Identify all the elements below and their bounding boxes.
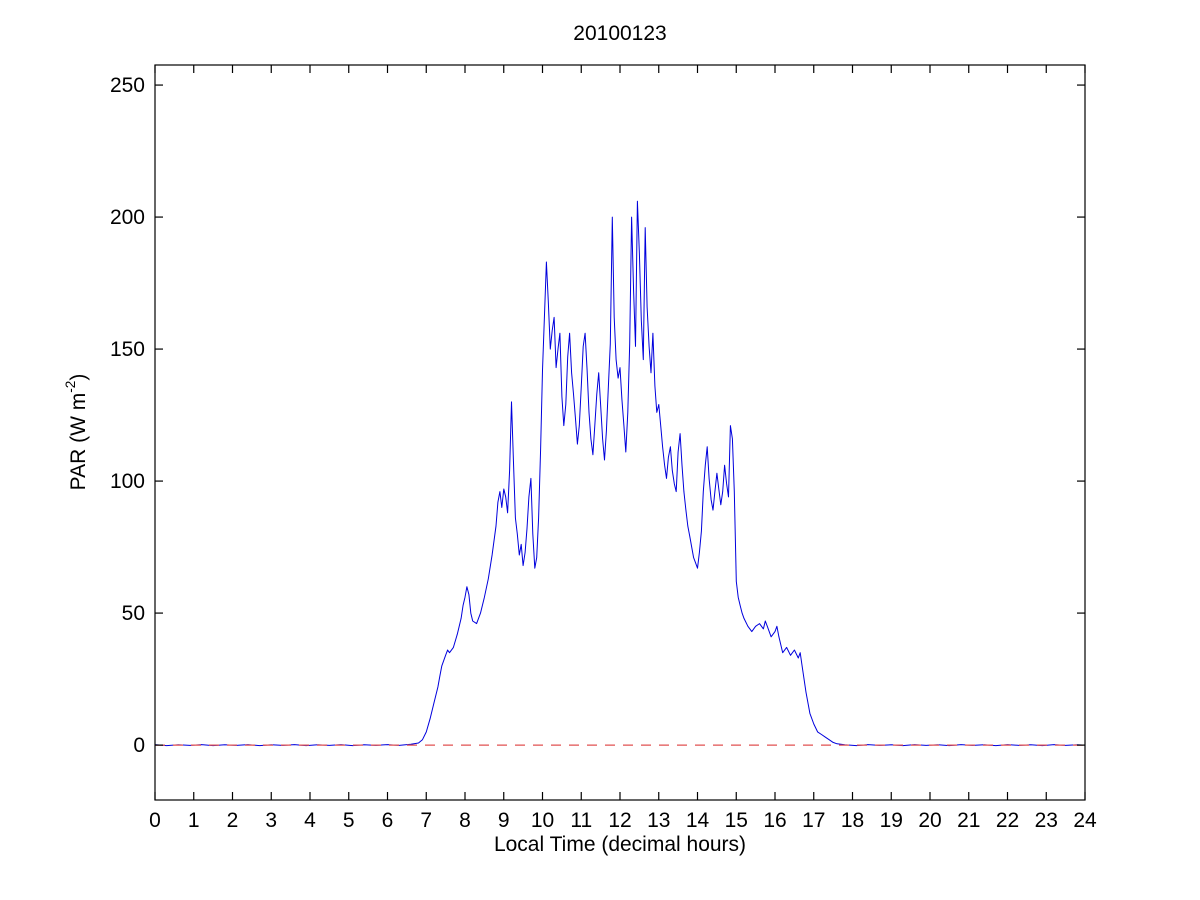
y-axis-label-text: PAR (W m bbox=[67, 392, 90, 491]
y-tick-label: 0 bbox=[133, 734, 145, 757]
x-tick-label: 23 bbox=[1035, 809, 1058, 832]
y-axis-label: PAR (W m-2) bbox=[62, 374, 91, 491]
y-tick-label: 150 bbox=[110, 338, 145, 361]
x-tick-label: 6 bbox=[382, 809, 394, 832]
x-tick-label: 15 bbox=[725, 809, 748, 832]
x-tick-label: 12 bbox=[608, 809, 631, 832]
x-tick-label: 22 bbox=[996, 809, 1019, 832]
x-tick-label: 19 bbox=[880, 809, 903, 832]
x-tick-label: 13 bbox=[647, 809, 670, 832]
x-tick-label: 21 bbox=[957, 809, 980, 832]
axes-box bbox=[154, 64, 1086, 801]
y-tick-label: 200 bbox=[110, 206, 145, 229]
x-tick-label: 8 bbox=[459, 809, 471, 832]
y-tick-label: 250 bbox=[110, 74, 145, 97]
x-tick-label: 11 bbox=[570, 809, 592, 832]
y-tick-label: 50 bbox=[122, 602, 145, 625]
par-line bbox=[154, 200, 1086, 747]
x-tick-label: 3 bbox=[265, 809, 277, 832]
x-tick-label: 1 bbox=[188, 809, 200, 832]
y-axis-label-superscript: -2 bbox=[62, 380, 78, 393]
x-tick-label: 4 bbox=[304, 809, 316, 832]
x-tick-label: 2 bbox=[227, 809, 239, 832]
chart-title: 20100123 bbox=[573, 22, 667, 45]
x-axis-label: Local Time (decimal hours) bbox=[493, 833, 747, 856]
x-tick-label: 24 bbox=[1073, 809, 1097, 832]
x-tick-label: 20 bbox=[918, 809, 941, 832]
x-tick-label: 16 bbox=[763, 809, 786, 832]
x-tick-label: 14 bbox=[686, 809, 710, 832]
x-tick-label: 7 bbox=[420, 809, 432, 832]
x-tick-label: 0 bbox=[149, 809, 161, 832]
x-tick-label: 17 bbox=[802, 809, 825, 832]
x-tick-label: 10 bbox=[531, 809, 554, 832]
x-tick-label: 18 bbox=[841, 809, 864, 832]
y-tick-label: 100 bbox=[110, 470, 145, 493]
x-tick-label: 9 bbox=[498, 809, 510, 832]
x-tick-label: 5 bbox=[343, 809, 355, 832]
